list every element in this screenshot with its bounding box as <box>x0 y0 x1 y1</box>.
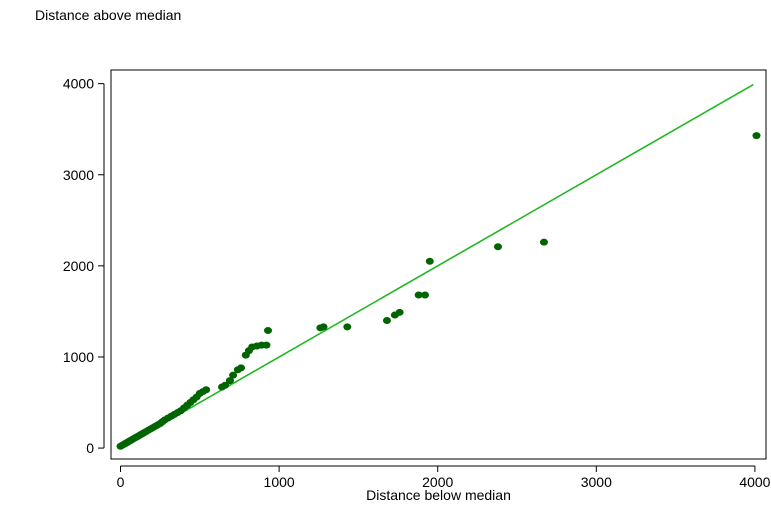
y-tick-label: 3000 <box>63 167 94 183</box>
plot-area-frame <box>110 69 767 460</box>
x-tick-label: 3000 <box>581 474 612 490</box>
data-point <box>425 257 434 265</box>
axis-ticks: 0 1000 2000 3000 4000 0 1000 2000 3000 4000 <box>63 76 771 490</box>
y-axis-title: Distance above median <box>35 7 181 23</box>
reference-line <box>120 83 754 449</box>
x-tick-label: 4000 <box>739 474 770 490</box>
y-tick-label: 1000 <box>63 349 94 365</box>
data-point <box>421 291 430 299</box>
y-tick-label: 4000 <box>63 76 94 92</box>
data-point <box>202 386 211 394</box>
data-point <box>319 323 328 331</box>
data-point <box>262 341 271 349</box>
data-point <box>225 377 234 385</box>
data-point <box>414 291 423 299</box>
data-points <box>116 132 761 450</box>
x-tick-label: 1000 <box>264 474 295 490</box>
data-point <box>229 371 238 379</box>
data-point <box>221 381 230 389</box>
data-point <box>539 238 548 246</box>
data-point <box>343 323 352 331</box>
x-axis-title: Distance below median <box>366 487 511 503</box>
x-tick-label: 2000 <box>422 474 453 490</box>
data-point <box>237 364 246 372</box>
x-tick-label: 0 <box>117 474 125 490</box>
data-point <box>395 308 404 316</box>
data-point <box>382 317 391 325</box>
y-tick-label: 2000 <box>63 258 94 274</box>
y-tick-label: 0 <box>86 440 94 456</box>
data-point <box>264 327 273 335</box>
data-point <box>493 243 502 251</box>
data-point <box>752 132 761 140</box>
